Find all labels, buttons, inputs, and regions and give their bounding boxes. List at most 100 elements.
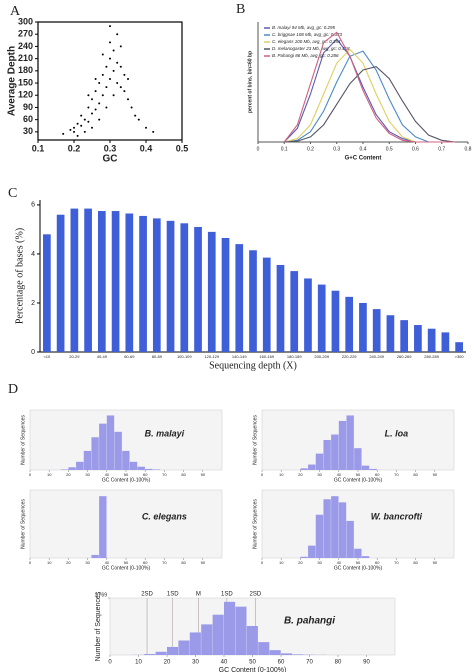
species-name: B. pahangi xyxy=(284,615,335,626)
histogram-bar xyxy=(246,626,258,655)
histogram-bar xyxy=(189,632,201,655)
histogram-bar xyxy=(144,654,156,655)
x-tick-label: 0 xyxy=(29,560,32,565)
point xyxy=(98,82,101,85)
histogram-bar xyxy=(91,554,99,558)
x-tick-label: 60 xyxy=(143,472,148,477)
bar xyxy=(331,290,340,352)
bar xyxy=(111,211,120,352)
x-tick-label: 220-229 xyxy=(342,354,357,359)
point xyxy=(123,73,126,76)
histogram-bar xyxy=(369,468,377,470)
x-tick-label: 80 xyxy=(413,472,418,477)
x-tick-label: 80 xyxy=(335,660,342,666)
sd-label: M xyxy=(196,592,201,598)
x-tick-label: 10 xyxy=(47,560,52,565)
series-line xyxy=(284,65,455,143)
x-tick-label: 90 xyxy=(433,472,438,477)
histogram-bar xyxy=(323,499,331,558)
bar xyxy=(345,296,354,352)
point xyxy=(109,41,111,44)
sd-label: 1SD xyxy=(221,592,233,598)
x-tick-label: 100-109 xyxy=(177,354,192,359)
sd-label: 2SD xyxy=(141,592,153,598)
point xyxy=(130,106,133,109)
histogram-bar xyxy=(346,520,354,558)
y-axis-label: Percentage of bases (%) xyxy=(14,228,25,324)
point xyxy=(83,130,86,133)
point xyxy=(83,118,86,121)
bar xyxy=(427,328,436,352)
bar xyxy=(97,211,106,352)
x-tick-label: 120-129 xyxy=(204,354,219,359)
panel-label: D xyxy=(8,382,18,397)
point xyxy=(94,108,97,111)
point xyxy=(76,134,79,137)
histogram-bar xyxy=(269,650,281,655)
x-tick-label: 160-169 xyxy=(259,354,274,359)
x-tick-label: 0.8 xyxy=(465,146,472,152)
histogram-bar xyxy=(145,468,153,470)
point xyxy=(94,77,97,80)
histogram-bar xyxy=(60,469,69,470)
point xyxy=(91,126,93,129)
histogram-bar xyxy=(155,651,167,655)
point xyxy=(109,25,111,28)
point xyxy=(145,126,147,129)
point xyxy=(105,106,108,109)
x-tick-label: 80 xyxy=(181,560,186,565)
point xyxy=(116,61,119,64)
x-tick-label: 90 xyxy=(363,660,370,666)
point xyxy=(101,94,104,97)
bar xyxy=(180,223,189,352)
x-axis-label: GC Content (0-100%) xyxy=(334,477,383,483)
x-tick-label: 50 xyxy=(356,560,361,565)
point xyxy=(123,90,126,93)
x-tick-label: 70 xyxy=(394,560,399,565)
point xyxy=(105,86,108,89)
x-tick-label: 60-69 xyxy=(124,354,135,359)
x-axis-label: G+C Content xyxy=(345,156,382,162)
bar xyxy=(194,226,202,352)
histogram-bar xyxy=(178,640,190,655)
histogram-bar xyxy=(300,468,308,470)
panel-label: A xyxy=(10,4,21,19)
bar xyxy=(125,213,134,352)
histogram-bar xyxy=(354,548,362,558)
x-tick-label: 40 xyxy=(337,472,342,477)
x-tick-label: 20 xyxy=(164,660,171,666)
x-tick-label: 20-29 xyxy=(69,354,80,359)
y-tick-label: 60 xyxy=(23,114,33,124)
bar xyxy=(152,218,161,352)
histogram-bar xyxy=(99,423,107,470)
x-tick-label: 0.4 xyxy=(360,146,367,152)
x-tick-label: 10 xyxy=(135,660,142,666)
species-name: L. loa xyxy=(385,428,409,438)
x-tick-label: 0.2 xyxy=(68,143,81,153)
histogram-bar xyxy=(235,606,247,655)
x-tick-label: 10 xyxy=(279,472,284,477)
histogram-bar xyxy=(167,646,179,655)
point xyxy=(80,124,83,127)
point xyxy=(116,82,119,85)
species-name: C. elegans xyxy=(142,512,187,522)
x-tick-label: 0.4 xyxy=(140,143,153,153)
bar xyxy=(359,302,367,352)
x-tick-label: 90 xyxy=(201,472,206,477)
bar xyxy=(249,250,257,352)
legend-label: B. Pahangi 86 Mb, avg_gc: 0.286 xyxy=(272,53,339,58)
x-tick-label: 0.3 xyxy=(104,143,117,153)
point xyxy=(152,130,155,133)
y-tick-label: 270 xyxy=(18,29,33,39)
x-tick-label: 0.5 xyxy=(176,143,189,153)
point xyxy=(134,114,137,117)
x-tick-label: 90 xyxy=(201,560,206,565)
bar xyxy=(372,309,381,352)
x-tick-label: 60 xyxy=(375,560,380,565)
x-tick-label: 0.6 xyxy=(412,146,419,152)
histogram-bar xyxy=(361,556,370,558)
point xyxy=(101,73,104,76)
x-tick-label: 40-49 xyxy=(97,354,108,359)
